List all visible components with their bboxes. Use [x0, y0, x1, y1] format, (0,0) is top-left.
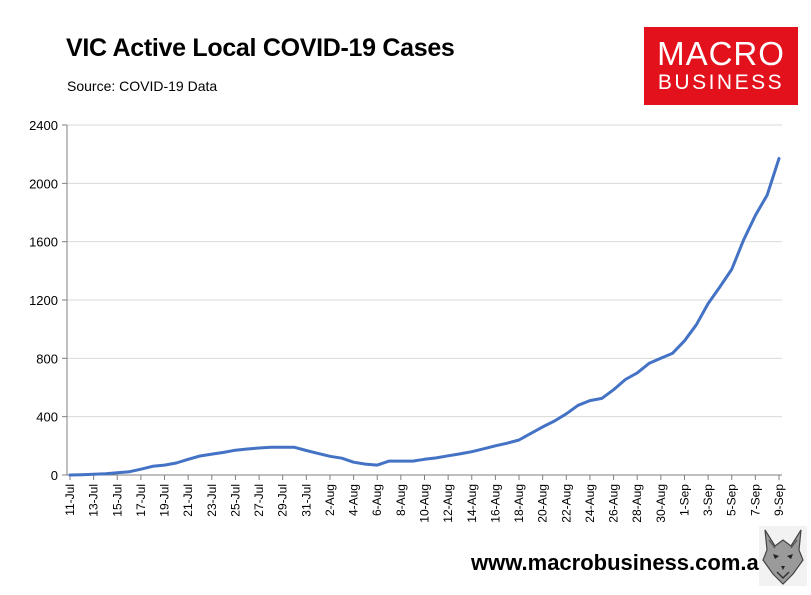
y-tick-label: 0	[51, 468, 58, 483]
logo-line-business: BUSINESS	[657, 71, 785, 94]
y-tick-label: 800	[36, 351, 58, 366]
x-tick-label: 13-Jul	[87, 484, 101, 517]
x-tick-label: 27-Jul	[252, 484, 266, 517]
chart-source: Source: COVID-19 Data	[67, 78, 218, 94]
x-tick-label: 15-Jul	[110, 484, 124, 517]
y-tick-label: 400	[36, 410, 58, 425]
x-tick-label: 14-Aug	[465, 484, 479, 523]
x-tick-label: 17-Jul	[134, 484, 148, 517]
x-tick-label: 2-Aug	[323, 484, 337, 516]
x-tick-label: 30-Aug	[654, 484, 668, 523]
axes	[62, 124, 782, 480]
macrobusiness-logo[interactable]: MACRO BUSINESS	[644, 27, 798, 105]
x-tick-label: 5-Sep	[725, 484, 739, 516]
x-tick-label: 28-Aug	[630, 484, 644, 523]
x-tick-label: 16-Aug	[488, 484, 502, 523]
y-tick-label: 1600	[29, 235, 58, 250]
logo-line-macro: MACRO	[657, 35, 785, 72]
x-tick-label: 10-Aug	[418, 484, 432, 523]
x-tick-label: 23-Jul	[205, 484, 219, 517]
website-url[interactable]: www.macrobusiness.com.au	[471, 550, 773, 575]
x-tick-label: 6-Aug	[370, 484, 384, 516]
y-tick-label: 2000	[29, 176, 58, 191]
x-tick-label: 9-Sep	[772, 484, 786, 516]
x-tick-label: 26-Aug	[607, 484, 621, 523]
x-tick-label: 19-Jul	[158, 484, 172, 517]
x-tick-label: 21-Jul	[181, 484, 195, 517]
x-tick-label: 31-Jul	[299, 484, 313, 517]
x-tick-label: 7-Sep	[748, 484, 762, 516]
x-tick-label: 8-Aug	[394, 484, 408, 516]
x-tick-label: 12-Aug	[441, 484, 455, 523]
series-layer	[68, 157, 781, 477]
x-tick-label: 11-Jul	[63, 484, 77, 516]
series-line-active-cases	[68, 157, 781, 477]
x-tick-label: 22-Aug	[559, 484, 573, 523]
y-tick-label: 2400	[29, 118, 58, 133]
y-tick-label: 1200	[29, 293, 58, 308]
x-tick-label: 18-Aug	[512, 484, 526, 523]
x-tick-label: 24-Aug	[583, 484, 597, 523]
y-axis-tick-labels: 0 400 800 1200 1600 2000 2400	[29, 118, 58, 483]
chart-title: VIC Active Local COVID-19 Cases	[66, 34, 455, 62]
x-tick-label: 3-Sep	[701, 484, 715, 516]
gridlines	[67, 124, 782, 418]
x-tick-label: 25-Jul	[228, 484, 242, 517]
x-axis-tick-labels: 11-Jul 13-Jul 15-Jul 17-Jul 19-Jul 21-Jul 23-J…	[63, 484, 786, 523]
x-tick-label: 29-Jul	[276, 484, 290, 517]
x-tick-label: 1-Sep	[677, 484, 691, 516]
x-tick-label: 4-Aug	[347, 484, 361, 516]
wolf-icon	[759, 526, 807, 586]
x-tick-label: 20-Aug	[536, 484, 550, 523]
